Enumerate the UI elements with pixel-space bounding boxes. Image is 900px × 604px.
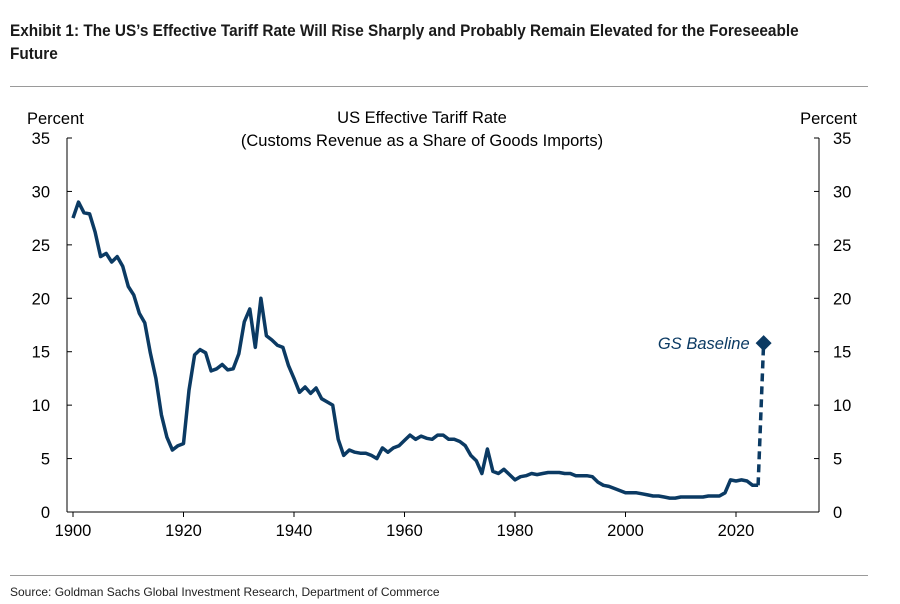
source-note: Source: Goldman Sachs Global Investment …	[10, 585, 440, 599]
exhibit-title: Exhibit 1: The US’s Effective Tariff Rat…	[10, 22, 799, 63]
y-tick-label-left: 0	[41, 504, 50, 522]
top-rule	[10, 86, 868, 87]
x-tick-label: 1960	[386, 522, 423, 540]
y-tick-label-right: 30	[833, 183, 851, 201]
gs-baseline-marker	[755, 335, 772, 352]
y-tick-label-left: 20	[32, 290, 50, 308]
x-tick-label: 1980	[497, 522, 534, 540]
x-tick-label: 1920	[165, 522, 202, 540]
y-tick-label-right: 5	[833, 451, 842, 469]
y-tick-label-right: 10	[833, 397, 851, 415]
y-tick-label-right: 15	[833, 344, 851, 362]
gs-baseline-label: GS Baseline	[658, 335, 750, 353]
chart-title: US Effective Tariff Rate	[337, 109, 507, 127]
bottom-rule	[10, 575, 868, 576]
y-axis-right-label: Percent	[800, 110, 857, 128]
y-tick-label-right: 0	[833, 504, 842, 522]
y-tick-label-left: 15	[32, 344, 50, 362]
chart-subtitle: (Customs Revenue as a Share of Goods Imp…	[241, 132, 603, 150]
x-tick-label: 1900	[55, 522, 92, 540]
projection-line	[756, 343, 766, 486]
y-tick-label-left: 35	[32, 130, 50, 148]
y-tick-label-left: 30	[32, 183, 50, 201]
tariff-rate-line	[71, 200, 759, 500]
x-tick-label: 1940	[276, 522, 313, 540]
y-tick-label-left: 25	[32, 237, 50, 255]
y-tick-label-right: 25	[833, 237, 851, 255]
x-tick-label: 2000	[607, 522, 644, 540]
y-tick-label-right: 35	[833, 130, 851, 148]
y-tick-label-right: 20	[833, 290, 851, 308]
y-tick-label-left: 10	[32, 397, 50, 415]
x-tick-label: 2020	[718, 522, 755, 540]
y-axis-left-label: Percent	[27, 110, 84, 128]
y-tick-label-left: 5	[41, 451, 50, 469]
